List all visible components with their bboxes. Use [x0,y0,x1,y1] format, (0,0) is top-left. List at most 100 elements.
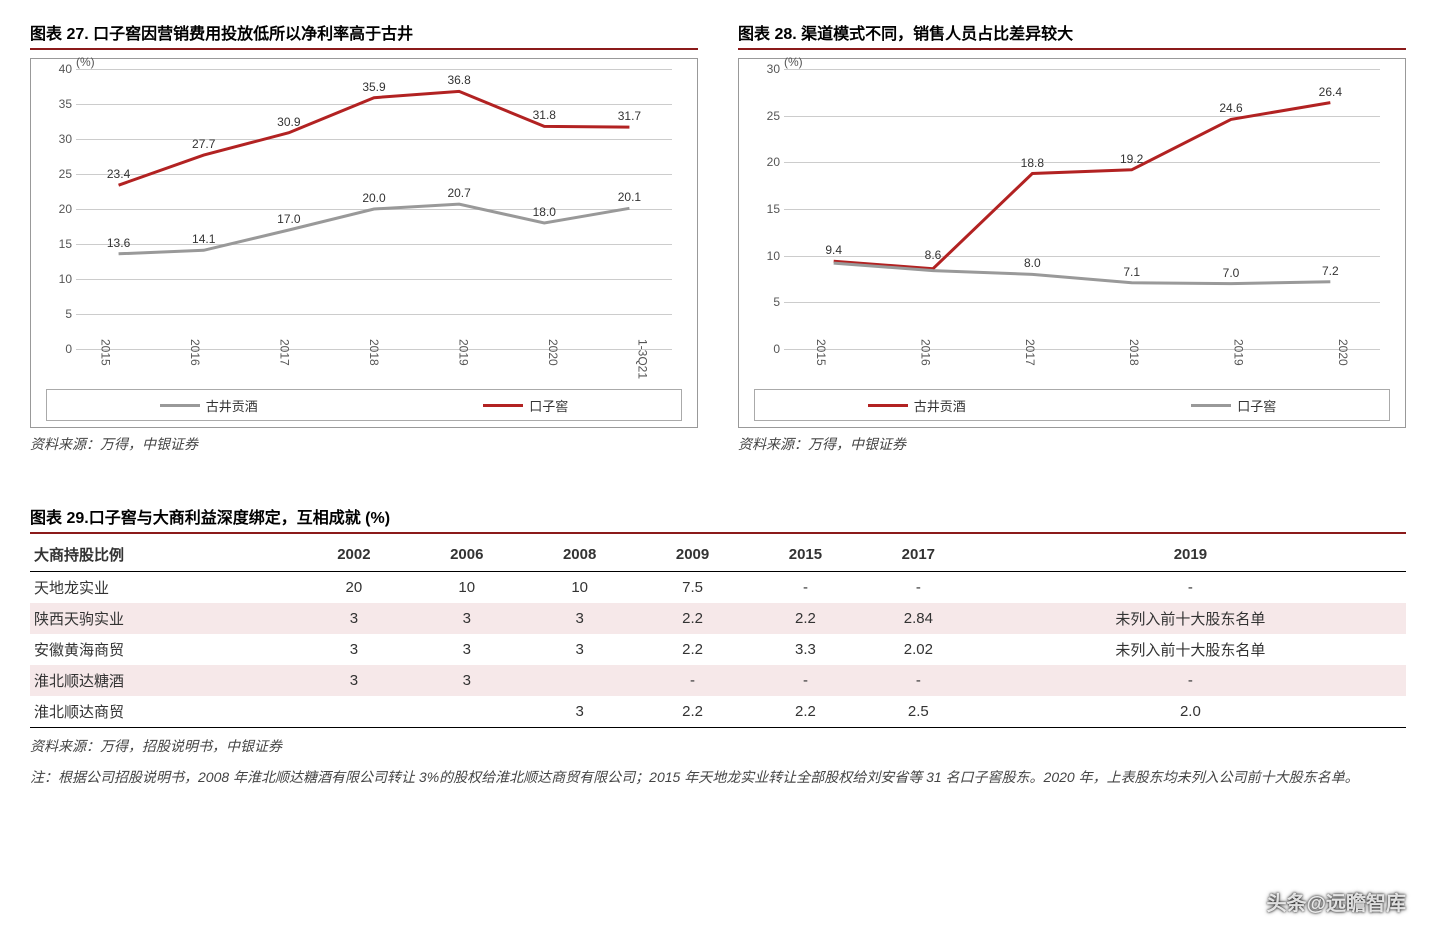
series-line [834,103,1331,269]
data-label: 31.7 [618,109,641,123]
table-cell: 未列入前十大股东名单 [975,634,1406,665]
table-cell: - [862,665,975,696]
data-label: 26.4 [1319,84,1342,98]
chart27-x-labels: 2015201620172018201920201-3Q21 [61,337,687,382]
data-label: 7.1 [1123,265,1140,279]
legend-label: 古井贡酒 [206,396,258,415]
table-header-cell: 2015 [749,538,862,572]
table29-title: 图表 29.口子窖与大商利益深度绑定，互相成就 (%) [30,504,1406,534]
data-label: 7.0 [1223,265,1240,279]
table-cell: 2.2 [636,603,749,634]
table-cell: - [975,572,1406,604]
table-cell [297,696,410,728]
legend-item: 口子窖 [483,396,568,415]
table-cell [523,665,636,696]
data-label: 20.0 [362,191,385,205]
table-cell: 3 [523,634,636,665]
data-label: 13.6 [107,236,130,250]
data-label: 20.7 [447,186,470,200]
table-header-cell: 2009 [636,538,749,572]
data-label: 9.4 [825,243,842,257]
table29-source: 资料来源：万得，招股说明书，中银证券 [30,734,1406,759]
table29-block: 图表 29.口子窖与大商利益深度绑定，互相成就 (%) 大商持股比例200220… [30,504,1406,790]
table-cell: - [862,572,975,604]
table-header-cell: 2008 [523,538,636,572]
chart27-y-unit: (%) [76,55,95,69]
table-cell: 10 [410,572,523,604]
table-cell: - [749,572,862,604]
legend-swatch [868,404,908,407]
chart28-plot: (%) 05101520253018.819.224.626.48.07.17.… [784,69,1380,349]
x-label: 2016 [919,339,933,366]
table29-head-row: 大商持股比例2002200620082009201520172019 [30,538,1406,572]
x-label: 2020 [546,339,560,366]
data-label: 8.0 [1024,256,1041,270]
table-cell: 未列入前十大股东名单 [975,603,1406,634]
data-label: 36.8 [447,73,470,87]
table-header-cell: 2017 [862,538,975,572]
x-label: 2020 [1336,339,1350,366]
table-row: 淮北顺达糖酒33---- [30,665,1406,696]
x-label: 2016 [188,339,202,366]
data-label: 35.9 [362,79,385,93]
table-cell: 安徽黄海商贸 [30,634,297,665]
table-cell: - [975,665,1406,696]
legend-swatch [160,404,200,407]
table-row: 天地龙实业2010107.5--- [30,572,1406,604]
table-cell: 2.84 [862,603,975,634]
table-cell: 3 [297,665,410,696]
x-label: 2017 [278,339,292,366]
chart28-area: (%) 05101520253018.819.224.626.48.07.17.… [738,58,1406,428]
table-cell: 3.3 [749,634,862,665]
chart28-y-unit: (%) [784,55,803,69]
y-tick: 30 [767,62,780,76]
table-cell: 3 [410,634,523,665]
table-header-cell: 2019 [975,538,1406,572]
x-label: 2015 [814,339,828,366]
data-label: 18.8 [1021,155,1044,169]
table-cell: 2.2 [749,603,862,634]
chart27-plot: (%) 051015202530354013.614.117.020.020.7… [76,69,672,349]
legend-item: 古井贡酒 [160,396,258,415]
table-cell: 天地龙实业 [30,572,297,604]
chart27-legend: 古井贡酒 口子窖 [46,389,682,421]
data-label: 27.7 [192,137,215,151]
data-label: 23.4 [107,167,130,181]
table-cell: 2.2 [636,634,749,665]
table-cell [410,696,523,728]
x-label: 2018 [1127,339,1141,366]
table-cell: 淮北顺达糖酒 [30,665,297,696]
chart28-block: 图表 28. 渠道模式不同，销售人员占比差异较大 (%) 05101520253… [738,20,1406,454]
table-header-cell: 大商持股比例 [30,538,297,572]
data-label: 18.0 [533,205,556,219]
x-label: 1-3Q21 [635,339,649,379]
data-label: 14.1 [192,232,215,246]
y-tick: 40 [59,62,72,76]
table-cell: 2.2 [749,696,862,728]
table-cell: 10 [523,572,636,604]
table-row: 陕西天驹实业3332.22.22.84未列入前十大股东名单 [30,603,1406,634]
legend-item: 古井贡酒 [868,396,966,415]
legend-swatch [1191,404,1231,407]
table-cell: 3 [523,696,636,728]
data-label: 17.0 [277,212,300,226]
chart27-block: 图表 27. 口子窖因营销费用投放低所以净利率高于古井 (%) 05101520… [30,20,698,454]
table-cell: 7.5 [636,572,749,604]
chart28-title: 图表 28. 渠道模式不同，销售人员占比差异较大 [738,20,1406,50]
data-label: 31.8 [533,108,556,122]
table-header-cell: 2006 [410,538,523,572]
x-label: 2019 [456,339,470,366]
table-cell: 陕西天驹实业 [30,603,297,634]
data-label: 7.2 [1322,264,1339,278]
chart28-source: 资料来源：万得，中银证券 [738,434,1406,454]
table-cell: 20 [297,572,410,604]
table-row: 淮北顺达商贸32.22.22.52.0 [30,696,1406,728]
data-label: 20.1 [618,190,641,204]
x-label: 2019 [1232,339,1246,366]
table-cell: 2.0 [975,696,1406,728]
table-cell: 2.2 [636,696,749,728]
table-cell: 3 [523,603,636,634]
table-cell: - [749,665,862,696]
chart28-x-labels: 201520162017201820192020 [769,337,1395,382]
table-cell: 3 [410,603,523,634]
